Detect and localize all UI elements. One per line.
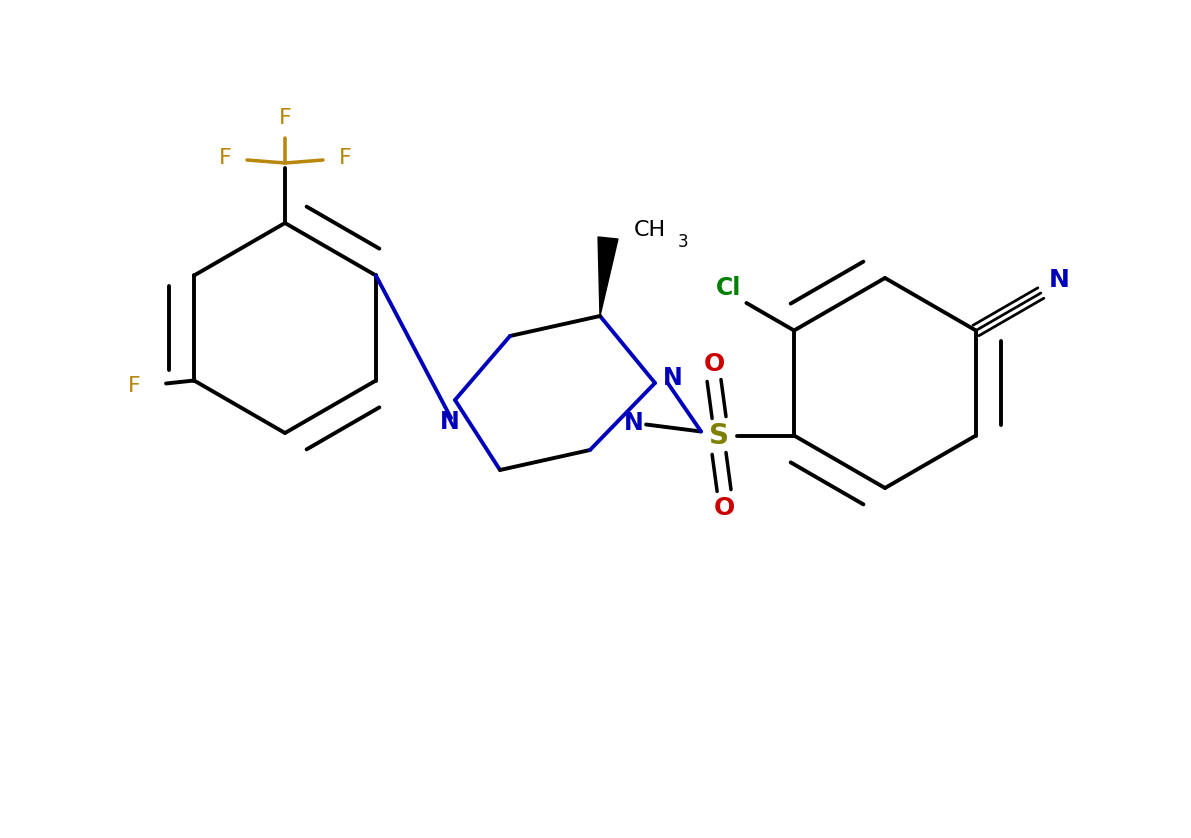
Text: S: S <box>709 422 729 449</box>
Text: N: N <box>624 411 644 434</box>
Text: F: F <box>127 375 141 396</box>
Text: Cl: Cl <box>716 276 741 300</box>
Text: N: N <box>441 410 460 434</box>
Polygon shape <box>598 237 618 316</box>
Text: F: F <box>219 148 231 168</box>
Text: O: O <box>704 351 724 375</box>
Text: F: F <box>338 148 351 168</box>
Text: N: N <box>1048 268 1070 292</box>
Text: CH: CH <box>634 220 666 240</box>
Text: N: N <box>663 366 682 390</box>
Text: O: O <box>713 495 735 520</box>
Text: F: F <box>279 108 292 128</box>
Text: 3: 3 <box>678 233 688 251</box>
